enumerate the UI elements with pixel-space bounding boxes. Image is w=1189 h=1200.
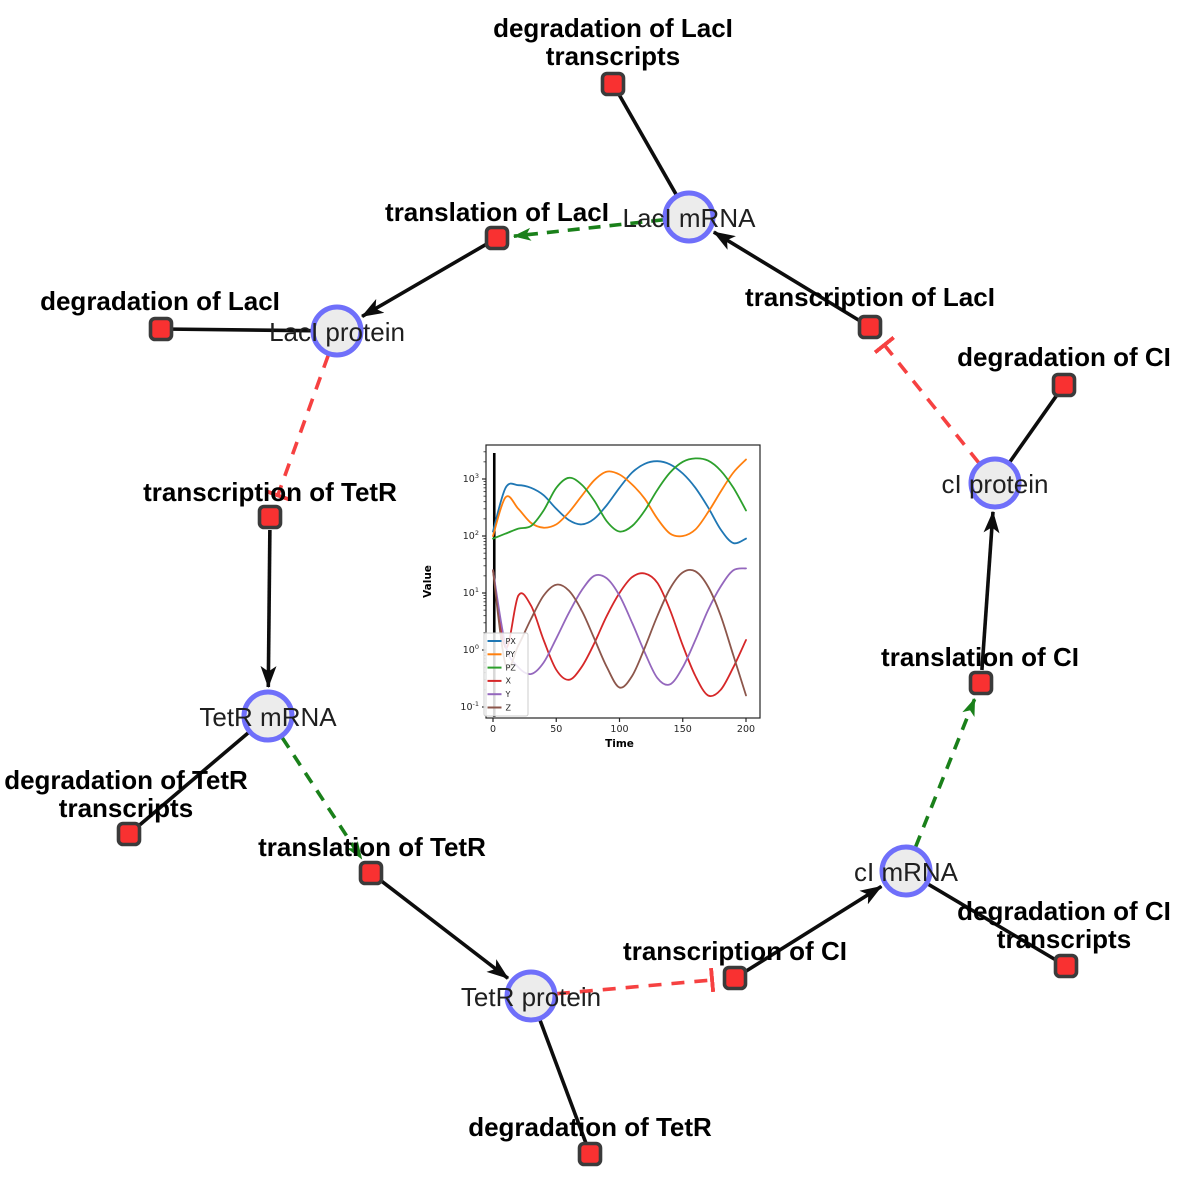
edge-line-laci-mrna--deg-laci-transcripts [617,93,678,196]
chart-curve-X [492,569,747,698]
chart-ytick-label: 10-1 [460,700,479,713]
species-node-ci-protein[interactable] [968,456,1022,510]
edge-line-tetr-protein--deg-tetr [538,1019,588,1144]
edge-line-ci-protein--deg-ci [1008,393,1059,463]
chart-ytick-label: 102 [463,529,479,542]
reaction-label-translation-laci: translation of LacI [385,197,609,227]
species-node-tetr-mrna[interactable] [241,689,295,743]
reaction-node-deg-laci[interactable] [148,316,174,342]
reaction-node-deg-laci-transcripts[interactable] [600,71,626,97]
edge-line-laci-protein--deg-laci [172,327,312,333]
species-node-laci-protein[interactable] [310,304,364,358]
edge-inhibition-laci-protein--transcription-tetr [265,354,330,502]
species-label-laci-mrna: LacI mRNA [623,203,757,233]
reaction-node-transcription-tetr[interactable] [257,504,283,530]
reaction-label-deg-laci: degradation of LacI [40,286,280,316]
edge-inhibition-ci-protein--transcription-laci [873,335,981,464]
edge-arrow-translation-laci--laci-protein [361,242,487,318]
reaction-label-transcription-tetr: transcription of TetR [143,477,397,507]
reaction-label-deg-ci-transcripts-line1: degradation of CI [957,896,1171,926]
edge-arrow-translation-ci--ci-protein [980,510,1000,671]
species-label-ci-mrna: cI mRNA [854,857,959,887]
chart-xtick-label: 100 [610,724,628,735]
chart-legend-label-PZ: PZ [506,663,517,672]
reaction-label-translation-ci: translation of CI [881,642,1079,672]
chart-frame [485,444,761,719]
chart-legend-label-PX: PX [506,637,517,646]
reaction-node-deg-ci[interactable] [1051,372,1077,398]
reaction-label-deg-tetr-transcripts-line1: degradation of TetR [4,765,248,795]
chart-curve-Z [492,568,747,697]
reaction-label-deg-tetr-transcripts-line2: transcripts [59,793,193,823]
chart-ytick-label: 100 [463,643,479,656]
chart-inset: 103 102 101 100 10-1 0 50 100 150 200 Time Value PX P… [422,425,772,770]
chart-xtick-label: 150 [674,724,692,735]
edge-arrow-translation-tetr--tetr-protein [380,879,510,980]
chart-curve-PX [492,460,747,545]
nodes-layer [116,71,1079,1167]
reaction-node-deg-ci-transcripts[interactable] [1053,953,1079,979]
chart-curve-Y [492,567,747,686]
reaction-node-transcription-ci[interactable] [722,965,748,991]
reaction-label-translation-tetr: translation of TetR [258,832,486,862]
edge-modifier-ci-mrna--translation-ci [913,697,977,848]
chart-legend-label-Z: Z [506,703,512,712]
chart-xlabel: Time [605,738,634,750]
chart-xtick-label: 0 [490,724,496,735]
chart-ylabel: Value [422,565,434,598]
chart-ytick-label: 103 [463,472,479,485]
reaction-node-translation-tetr[interactable] [358,860,384,886]
species-label-ci-protein: cI protein [942,469,1049,499]
edge-modifier-laci-mrna--translation-laci [512,218,664,241]
chart-ytick-label: 101 [463,586,479,599]
species-label-tetr-mrna: TetR mRNA [199,702,337,732]
reaction-node-translation-laci[interactable] [484,225,510,251]
edges-layer [136,93,1059,1144]
chart-curve-PY [492,458,747,538]
reaction-label-deg-laci-transcripts-line1: degradation of LacI [493,13,733,43]
chart-xtick-label: 200 [737,724,755,735]
edge-arrow-transcription-laci--laci-mrna [712,230,860,322]
chart-xtick-label: 50 [550,724,562,735]
species-node-ci-mrna[interactable] [879,844,933,898]
reaction-label-deg-tetr: degradation of TetR [468,1112,712,1142]
species-node-tetr-protein[interactable] [504,969,558,1023]
reaction-node-translation-ci[interactable] [968,670,994,696]
chart-legend-label-X: X [506,677,512,686]
reaction-label-deg-laci-transcripts-line2: transcripts [546,41,680,71]
species-node-laci-mrna[interactable] [662,190,716,244]
reaction-label-deg-ci: degradation of CI [957,342,1171,372]
edge-arrow-transcription-tetr--tetr-mrna [260,529,277,689]
reaction-label-transcription-ci: transcription of CI [623,936,847,966]
reaction-node-deg-tetr-transcripts[interactable] [116,821,142,847]
reaction-node-transcription-laci[interactable] [857,314,883,340]
chart-legend-label-Y: Y [505,690,511,699]
species-label-laci-protein: LacI protein [269,317,405,347]
chart-curve-PZ [492,457,747,540]
reaction-label-deg-ci-transcripts-line2: transcripts [997,924,1131,954]
edge-line-tetr-mrna--deg-tetr-transcripts [136,731,250,828]
edge-line-ci-mrna--deg-ci-transcripts [927,882,1057,962]
edge-inhibition-tetr-protein--transcription-ci [556,967,716,996]
labels-layer: LacI mRNA LacI protein cI protein TetR mRNA… [4,13,1171,1142]
reaction-label-transcription-laci: transcription of LacI [745,282,995,312]
species-label-tetr-protein: TetR protein [461,982,601,1012]
edge-arrow-transcription-ci--ci-mrna [745,884,883,973]
reaction-node-deg-tetr[interactable] [577,1141,603,1167]
edge-modifier-tetr-mrna--translation-tetr [280,736,364,860]
chart-legend-label-PY: PY [506,650,516,659]
